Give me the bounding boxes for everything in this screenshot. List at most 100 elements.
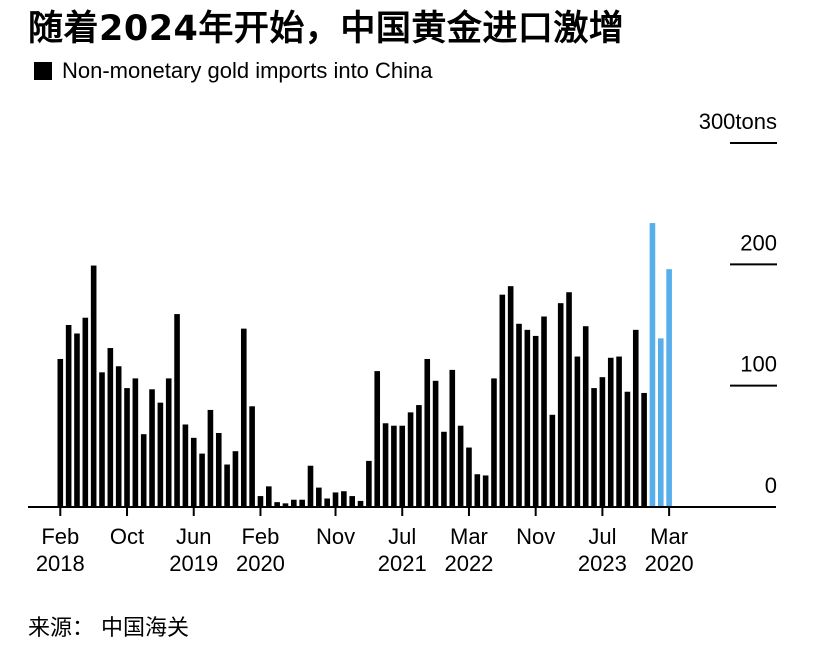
bar [549, 414, 556, 507]
x-tick-label-year: 2021 [378, 551, 427, 576]
y-tick-label: 300tons [699, 109, 777, 134]
bar [74, 333, 80, 507]
bar [524, 329, 531, 507]
bar [174, 314, 180, 507]
bar [240, 328, 247, 507]
bar [499, 294, 506, 507]
bar [516, 323, 522, 507]
bar [599, 377, 606, 507]
legend-swatch [34, 62, 52, 80]
bar [332, 492, 339, 507]
bar [149, 389, 155, 507]
bar [666, 269, 672, 507]
bar [541, 316, 547, 507]
bar [232, 451, 239, 507]
bar [140, 434, 147, 507]
bar [257, 496, 264, 507]
x-tick-label-month: Oct [110, 524, 144, 549]
bar [432, 380, 439, 507]
bar [649, 223, 656, 507]
bar [282, 503, 289, 507]
x-tick-label-year: 2023 [578, 551, 627, 576]
x-tick-label-year: 2018 [36, 551, 85, 576]
x-tick-label-year: 2022 [444, 551, 493, 576]
source-note: 来源： 中国海关 [28, 616, 189, 641]
bar [424, 358, 431, 507]
bar [374, 371, 381, 507]
bar [607, 357, 614, 507]
x-tick-label-month: Jun [176, 524, 211, 549]
bar [90, 265, 97, 507]
bar [82, 317, 89, 507]
bar [624, 391, 631, 507]
bar [299, 499, 305, 507]
bar [107, 348, 114, 507]
bar [324, 498, 330, 507]
chart-title: 随着2024年开始，中国黄金进口激增 [28, 9, 625, 49]
x-tick-label-month: Jul [588, 524, 616, 549]
bar [507, 286, 514, 507]
bar [632, 329, 639, 507]
y-tick-label: 200 [740, 230, 777, 255]
bar [207, 409, 214, 507]
bar [316, 487, 322, 507]
bar [349, 496, 355, 507]
bar [307, 465, 314, 507]
bar [449, 369, 456, 507]
bar [566, 292, 572, 507]
bar [182, 424, 189, 507]
bar [382, 423, 389, 507]
bar [341, 491, 347, 507]
x-tick-label-month: Mar [650, 524, 688, 549]
x-tick-label-month: Jul [388, 524, 416, 549]
bar [132, 378, 139, 507]
bar [99, 372, 105, 507]
bar [165, 378, 172, 507]
bar [357, 500, 364, 507]
bar [441, 431, 447, 507]
x-tick-label-month: Nov [516, 524, 555, 549]
bar [157, 402, 164, 507]
bar [466, 447, 472, 507]
x-tick-label-month: Feb [41, 524, 79, 549]
bar [616, 356, 622, 507]
bar [457, 425, 464, 507]
bar [291, 499, 297, 507]
bar [190, 437, 197, 507]
bar [574, 356, 581, 507]
x-tick-label-month: Nov [316, 524, 355, 549]
bar [532, 335, 539, 507]
bar [199, 453, 205, 507]
bar [224, 464, 230, 507]
bar [274, 502, 280, 507]
bar [657, 338, 664, 507]
bar [391, 425, 397, 507]
bar [366, 460, 372, 507]
bar [591, 388, 597, 507]
bar [416, 405, 422, 507]
y-tick-label: 0 [765, 473, 777, 498]
bar [474, 474, 481, 507]
y-tick-label: 100 [740, 352, 777, 377]
bar [57, 358, 64, 507]
bar [582, 326, 589, 507]
bar [115, 366, 122, 507]
bar [249, 406, 255, 507]
x-tick-label-month: Mar [450, 524, 488, 549]
bar [399, 425, 406, 507]
bar [491, 378, 497, 507]
x-tick-label-year: 2020 [645, 551, 694, 576]
bar [215, 432, 222, 507]
bar [557, 303, 564, 507]
bar [407, 412, 414, 507]
legend: Non-monetary gold imports into China [34, 58, 433, 84]
bar [641, 392, 647, 507]
x-tick-label-month: Feb [241, 524, 279, 549]
bar [65, 325, 72, 507]
bar [482, 475, 489, 507]
bar [266, 486, 272, 507]
x-tick-label-year: 2019 [169, 551, 218, 576]
legend-label: Non-monetary gold imports into China [62, 58, 433, 83]
x-tick-label-year: 2020 [236, 551, 285, 576]
